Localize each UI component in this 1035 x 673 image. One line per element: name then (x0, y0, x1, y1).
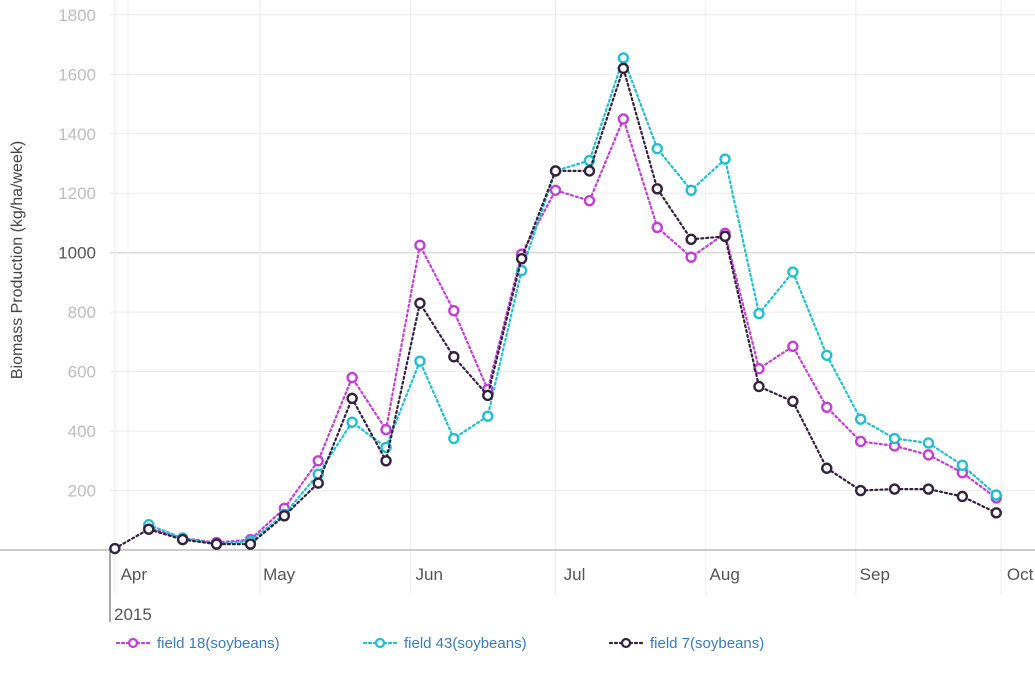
data-point[interactable] (990, 489, 1002, 501)
series-1 (143, 113, 1002, 549)
data-point[interactable] (414, 239, 426, 251)
data-point[interactable] (515, 252, 528, 265)
data-point[interactable] (719, 230, 731, 243)
data-point[interactable] (143, 523, 155, 535)
legend-item[interactable]: field 18(soybeans) (115, 628, 280, 658)
y-tick-label: 1200 (58, 184, 96, 203)
series-line (147, 115, 998, 544)
data-point[interactable] (922, 483, 935, 495)
data-point[interactable] (719, 153, 731, 165)
data-point[interactable] (583, 194, 596, 207)
data-point[interactable] (888, 483, 901, 495)
data-point[interactable] (753, 307, 765, 320)
data-point[interactable] (482, 410, 494, 422)
x-tick-label: May (263, 565, 296, 584)
series-line (147, 54, 998, 546)
data-point[interactable] (617, 62, 630, 75)
data-point[interactable] (922, 437, 935, 449)
data-point[interactable] (448, 351, 460, 363)
y-tick-label: 1000 (58, 244, 96, 263)
data-point[interactable] (787, 395, 799, 408)
y-tick-label: 1800 (58, 6, 96, 25)
legend-label: field 18(soybeans) (157, 634, 280, 652)
data-point[interactable] (888, 432, 901, 445)
y-tick-label: 600 (68, 363, 96, 382)
legend-item[interactable]: field 7(soybeans) (608, 628, 764, 658)
data-point[interactable] (380, 423, 392, 436)
y-tick-label: 1400 (58, 125, 96, 144)
data-point[interactable] (956, 490, 969, 503)
data-point[interactable] (821, 462, 833, 474)
series-2 (143, 52, 1002, 550)
data-point[interactable] (448, 304, 460, 317)
data-point[interactable] (312, 455, 324, 467)
year-label: 2015 (114, 605, 152, 624)
data-point[interactable] (549, 165, 562, 177)
data-point[interactable] (685, 251, 697, 263)
legend-swatch (115, 637, 151, 649)
data-point[interactable] (854, 413, 867, 425)
series-3 (109, 62, 1002, 555)
y-tick-label: 400 (68, 422, 96, 441)
data-point[interactable] (346, 371, 358, 384)
data-point[interactable] (210, 538, 223, 550)
data-point[interactable] (176, 533, 189, 546)
x-tick-label: Apr (121, 565, 148, 584)
data-point[interactable] (312, 477, 324, 489)
legend: field 18(soybeans) field 43(soybeans) fiel… (0, 628, 1035, 658)
legend-label: field 7(soybeans) (650, 634, 765, 652)
x-tick-label: Jun (416, 565, 443, 584)
data-point[interactable] (787, 340, 799, 353)
data-point[interactable] (651, 183, 663, 195)
legend-label: field 43(soybeans) (404, 634, 527, 652)
y-tick-label: 1600 (58, 65, 96, 84)
legend-item[interactable]: field 43(soybeans) (362, 628, 527, 658)
data-point[interactable] (414, 355, 426, 367)
data-point[interactable] (753, 380, 765, 393)
data-point[interactable] (448, 432, 460, 445)
data-point[interactable] (821, 401, 833, 413)
x-tick-label: Aug (710, 565, 740, 584)
data-point[interactable] (990, 507, 1002, 519)
y-tick-label: 800 (68, 303, 96, 322)
axes: 200 400 600 800 1000 1200 1400 1600 1800 Apr May Ju… (0, 6, 1035, 622)
x-tick-label: Oct (1007, 565, 1034, 584)
data-point[interactable] (685, 233, 697, 246)
data-point[interactable] (414, 297, 426, 309)
data-point[interactable] (346, 416, 358, 428)
data-point[interactable] (651, 221, 663, 234)
data-point[interactable] (854, 435, 867, 448)
data-point[interactable] (956, 459, 969, 471)
data-point[interactable] (617, 113, 630, 125)
data-point[interactable] (685, 184, 697, 196)
data-point[interactable] (109, 542, 121, 555)
series-layer (109, 52, 1002, 555)
legend-swatch (608, 637, 644, 649)
data-point[interactable] (244, 538, 257, 550)
data-point[interactable] (617, 52, 630, 64)
grid (110, 0, 1035, 550)
data-point[interactable] (278, 510, 291, 522)
data-point[interactable] (583, 165, 596, 177)
y-tick-label: 200 (68, 482, 96, 501)
data-point[interactable] (821, 349, 833, 361)
data-point[interactable] (651, 142, 663, 155)
data-point[interactable] (854, 484, 867, 497)
x-tick-label: Jul (564, 565, 586, 584)
data-point[interactable] (380, 455, 392, 467)
data-point[interactable] (482, 389, 494, 402)
x-tick-label: Sep (860, 565, 890, 584)
data-point[interactable] (787, 266, 799, 278)
y-axis-title: Biomass Production (kg/ha/week) (9, 141, 26, 379)
data-point[interactable] (549, 184, 562, 196)
legend-swatch (362, 637, 398, 649)
data-point[interactable] (922, 449, 935, 461)
data-point[interactable] (346, 392, 358, 405)
